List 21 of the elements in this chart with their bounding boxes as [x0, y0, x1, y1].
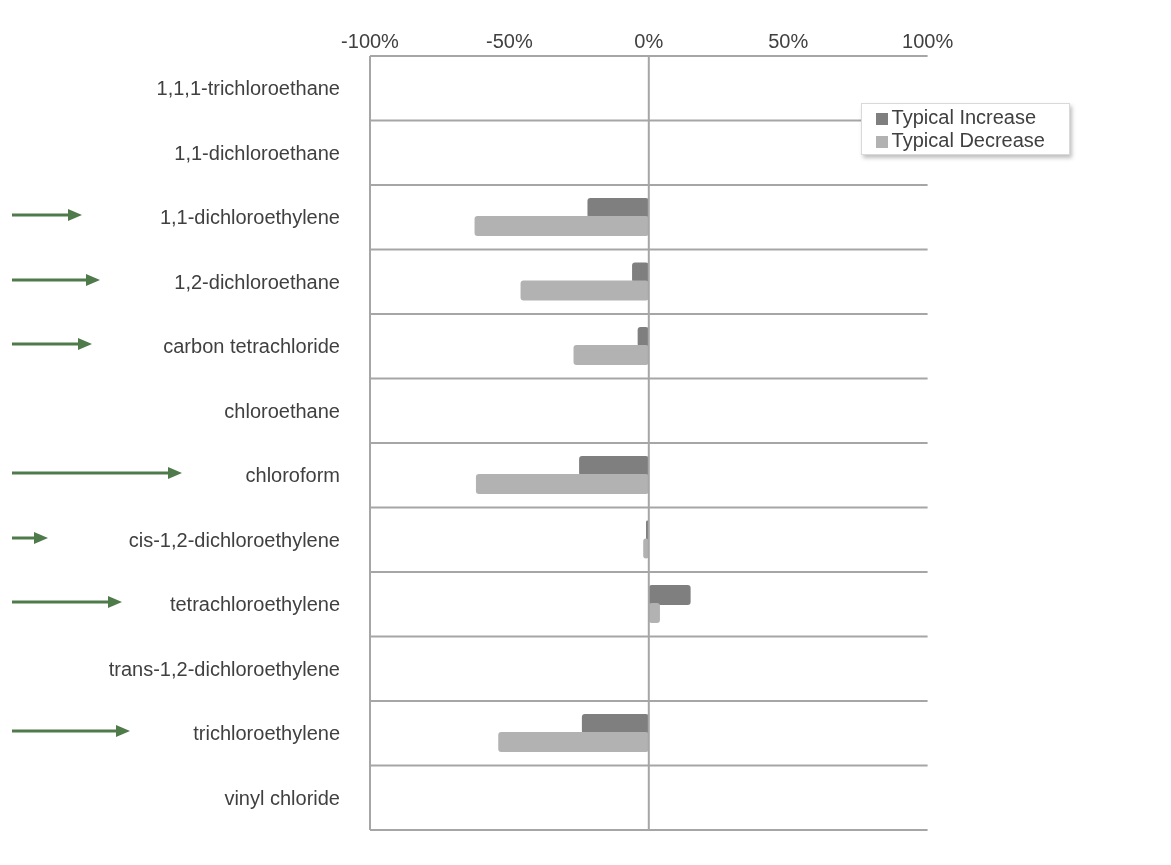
x-tick-label: -50%	[486, 30, 533, 52]
x-tick-label: 50%	[768, 30, 809, 52]
y-tick-label: trans-1,2-dichloroethylene	[108, 657, 340, 680]
legend-label: Typical Increase	[891, 106, 1037, 128]
bar	[579, 456, 649, 476]
y-tick-label: 1,1,1-trichloroethane	[156, 77, 340, 100]
x-tick-label: 0%	[634, 30, 664, 52]
y-tick-label: 1,1-dichloroethane	[174, 141, 340, 164]
y-tick-label: tetrachloroethylene	[169, 593, 340, 616]
y-tick-label: carbon tetrachloride	[163, 335, 340, 358]
legend-label: Typical Decrease	[891, 129, 1045, 151]
y-tick-label: vinyl chloride	[224, 786, 340, 809]
bar	[648, 585, 691, 605]
y-tick-label: 1,1-dichloroethylene	[159, 206, 340, 229]
y-tick-label: chloroethane	[224, 399, 340, 422]
y-tick-label: chloroform	[245, 464, 340, 487]
x-tick-label: 100%	[902, 30, 954, 52]
x-tick-label: -100%	[341, 30, 400, 52]
y-tick-label: 1,2-dichloroethane	[174, 270, 340, 293]
y-tick-label: cis-1,2-dichloroethylene	[128, 528, 340, 551]
y-tick-label: trichloroethylene	[193, 722, 340, 745]
